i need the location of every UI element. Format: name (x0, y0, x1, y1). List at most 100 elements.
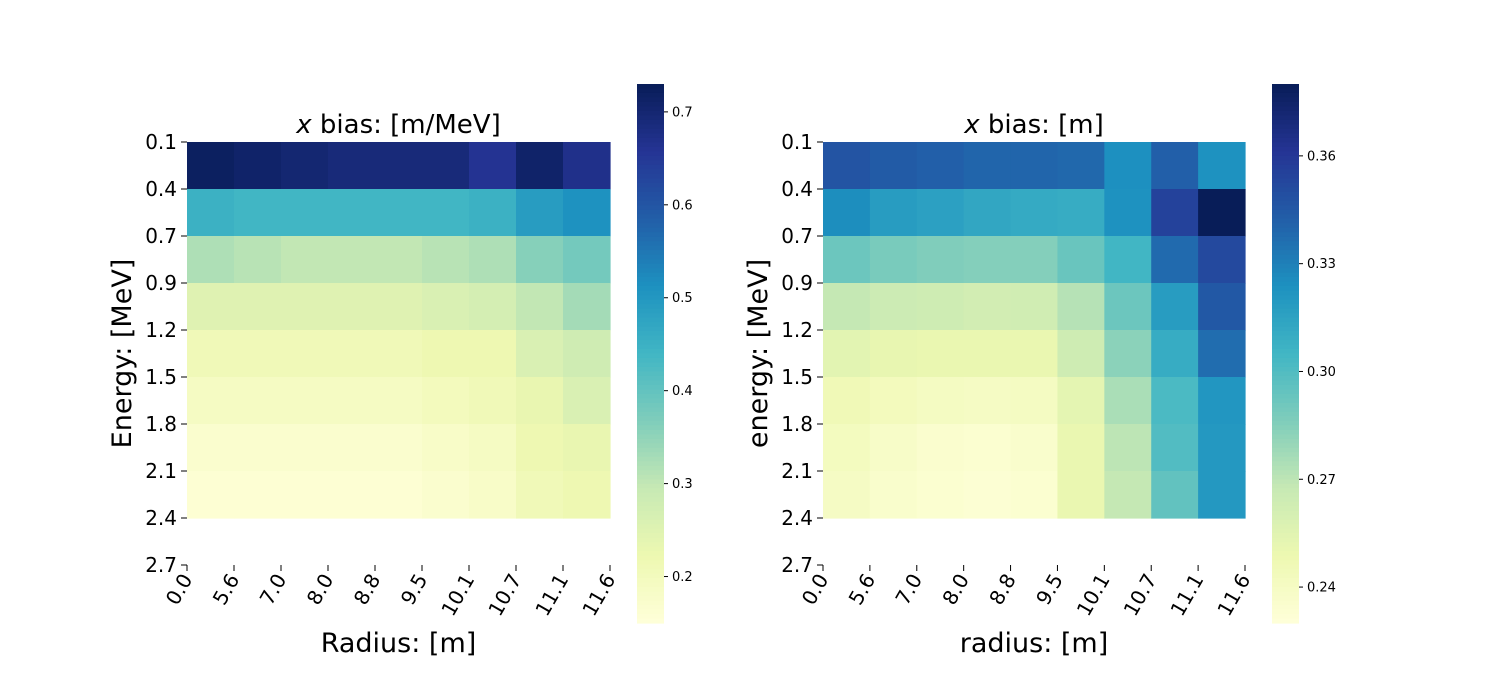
colorbar-segment (637, 560, 664, 566)
heatmap-cell (234, 236, 282, 284)
colorbar-segment (637, 169, 664, 175)
colorbar-tick-label: 0.5 (672, 291, 693, 306)
colorbar-tick-label: 0.2 (672, 570, 693, 585)
colorbar-segment (1272, 223, 1299, 229)
colorbar-segment (637, 133, 664, 139)
colorbar-segment (1272, 209, 1299, 215)
colorbar-segment (637, 236, 664, 242)
heatmap-cell (469, 189, 517, 237)
colorbar-segment (1272, 560, 1299, 566)
heatmap-cell (1198, 283, 1246, 331)
colorbar-segment (1272, 254, 1299, 260)
colorbar-segment (637, 200, 664, 206)
heatmap-cell (516, 424, 564, 472)
colorbar-segment (1272, 349, 1299, 355)
heatmap-cell (1010, 424, 1059, 472)
heatmap-cell (328, 377, 376, 425)
heatmap-cell (1057, 330, 1105, 378)
colorbar-segment (1272, 214, 1299, 220)
heatmap-cell (328, 189, 376, 237)
colorbar-segment (1272, 182, 1299, 188)
heatmap-cell (563, 424, 611, 472)
y-tick-label: 0.7 (781, 224, 813, 248)
colorbar-segment (1272, 479, 1299, 485)
colorbar-segment (637, 609, 664, 615)
x-axis-label: Radius: [m] (321, 628, 477, 659)
colorbar-tick-label: 0.30 (1307, 365, 1336, 380)
heatmap-cell (469, 330, 517, 378)
colorbar-segment (1272, 295, 1299, 301)
colorbar-segment (1272, 389, 1299, 395)
colorbar-segment (637, 591, 664, 597)
colorbar-segment (637, 479, 664, 485)
colorbar-segment (1272, 299, 1299, 305)
colorbar-segment (637, 569, 664, 575)
heatmap-cell (1104, 377, 1152, 425)
heatmap-cell (234, 330, 282, 378)
colorbar-segment (637, 268, 664, 274)
colorbar-segment (637, 515, 664, 521)
heatmap-cell (1198, 189, 1246, 237)
colorbar-tick-label: 0.33 (1307, 257, 1336, 272)
heatmap-cell (328, 471, 376, 519)
x-tick-label: 11.6 (1212, 570, 1255, 621)
colorbar-tick-label: 0.24 (1307, 581, 1336, 596)
heatmap-cell (422, 236, 470, 284)
colorbar-segment (637, 119, 664, 126)
y-tick-label: 2.4 (145, 506, 177, 530)
colorbar-segment (1272, 272, 1299, 278)
colorbar-segment (637, 160, 664, 166)
colorbar-segment (637, 340, 664, 346)
colorbar-tick-label: 0.6 (672, 198, 693, 213)
heatmap-cell (375, 471, 423, 519)
colorbar-segment (637, 290, 664, 296)
colorbar-segment (637, 587, 664, 593)
heatmap-cell (916, 236, 965, 284)
colorbar-segment (1272, 470, 1299, 476)
heatmap-cell (916, 189, 965, 237)
colorbar-segment (1272, 407, 1299, 413)
colorbar-segment (637, 88, 664, 94)
colorbar-segment (637, 384, 664, 391)
colorbar-segment (637, 483, 664, 489)
colorbar-segment (1272, 313, 1299, 319)
heatmap-cell (234, 283, 282, 331)
colorbar-segment (1272, 492, 1299, 498)
colorbar-segment (1272, 133, 1299, 139)
colorbar-segment (1272, 106, 1299, 112)
colorbar-segment (637, 452, 664, 458)
heatmap-cell (516, 236, 564, 284)
x-tick-label: 11.1 (530, 570, 573, 621)
heatmap-cell (187, 424, 235, 472)
heatmap-cell (823, 377, 871, 425)
heatmap-cell (281, 283, 329, 331)
colorbar-segment (637, 101, 664, 108)
heatmap-cell (823, 189, 871, 237)
heatmap-cell (1198, 377, 1246, 425)
heatmap-cell (916, 471, 965, 519)
colorbar-segment (1272, 241, 1299, 247)
colorbar-segment (1272, 308, 1299, 314)
x-tick-label: 5.6 (844, 570, 881, 610)
colorbar-segment (1272, 447, 1299, 453)
colorbar-segment (637, 299, 664, 305)
heatmap-cell (869, 471, 918, 519)
colorbar-segment (1272, 340, 1299, 346)
heatmap-cell (1010, 377, 1059, 425)
heatmap-cell (869, 330, 918, 378)
heatmap-cell (281, 424, 329, 472)
heatmap-cell (516, 283, 564, 331)
colorbar-segment (637, 614, 664, 620)
colorbar-segment (637, 317, 664, 323)
heatmap-cell (469, 424, 517, 472)
colorbar-segment (637, 245, 664, 251)
colorbar-tick-label: 0.7 (672, 105, 693, 120)
heatmap-cell (234, 142, 282, 190)
colorbar-segment (637, 357, 664, 364)
colorbar-segment (637, 600, 664, 606)
colorbar-segment (637, 295, 664, 301)
colorbar-segment (1272, 137, 1299, 143)
heatmap-cell (422, 471, 470, 519)
chart-title: x bias: [m/MeV] (295, 110, 500, 140)
x-tick-label: 11.6 (577, 570, 620, 621)
